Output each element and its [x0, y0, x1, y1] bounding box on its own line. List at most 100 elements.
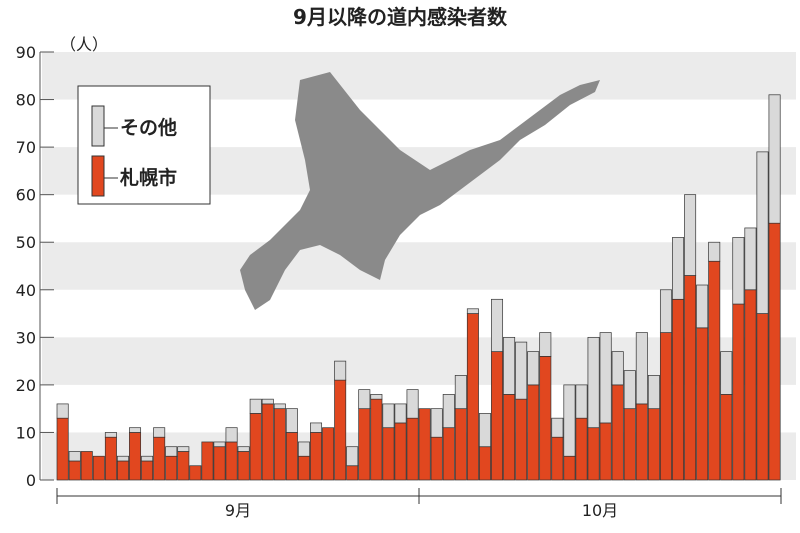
- y-unit: （人）: [60, 35, 108, 54]
- bar-segment: [623, 408, 636, 481]
- bar-segment: [129, 427, 142, 433]
- bar-segment: [466, 308, 479, 314]
- bar-segment: [285, 408, 298, 433]
- bar-segment: [370, 394, 383, 400]
- bar-segment: [696, 327, 709, 481]
- y-tick-label: 0: [26, 471, 36, 490]
- bar-segment: [491, 351, 504, 481]
- bar-segment: [165, 446, 178, 457]
- y-tick-label: 20: [16, 376, 36, 395]
- bar-segment: [346, 446, 359, 467]
- legend-label: 札幌市: [119, 166, 177, 189]
- bar-segment: [104, 432, 117, 438]
- bar-segment: [720, 394, 733, 481]
- bar-segment: [104, 436, 117, 481]
- bar-segment: [756, 313, 769, 481]
- bar-segment: [213, 446, 226, 481]
- bar-segment: [527, 384, 540, 481]
- bar-segment: [261, 398, 274, 405]
- bar-segment: [744, 289, 757, 481]
- bar-segment: [515, 341, 528, 400]
- bar-segment: [177, 451, 190, 481]
- bar-segment: [141, 460, 154, 481]
- bar-segment: [478, 446, 491, 481]
- y-tick-label: 50: [16, 233, 36, 252]
- bar-segment: [732, 237, 745, 305]
- bar-segment: [708, 260, 721, 481]
- bar-segment: [165, 455, 178, 481]
- bar-segment: [406, 417, 419, 481]
- bar-segment: [623, 370, 636, 410]
- y-tick-label: 70: [16, 138, 36, 157]
- bar-segment: [503, 336, 516, 395]
- bar-segment: [394, 422, 407, 481]
- bar-segment: [177, 446, 190, 452]
- bar-segment: [442, 427, 455, 481]
- bar-segment: [454, 408, 467, 481]
- bar-segment: [189, 465, 202, 481]
- bar-segment: [225, 427, 238, 443]
- bar-segment: [539, 332, 552, 357]
- bar-segment: [454, 375, 467, 410]
- bar-segment: [153, 427, 166, 438]
- bar-segment: [225, 441, 238, 481]
- bar-segment: [92, 455, 105, 481]
- bar-segment: [261, 403, 274, 481]
- chart-title: 9月以降の道内感染者数: [293, 5, 508, 29]
- y-tick-label: 80: [16, 91, 36, 110]
- bar-segment: [756, 151, 769, 314]
- grid-band: [42, 242, 796, 290]
- bar-segment: [503, 394, 516, 481]
- y-tick-label: 10: [16, 423, 36, 442]
- y-tick-label: 90: [16, 43, 36, 62]
- bar-segment: [249, 413, 262, 481]
- bar-segment: [430, 408, 443, 438]
- bar-segment: [539, 356, 552, 481]
- x-group-label: 9月: [225, 501, 251, 520]
- bar-segment: [551, 436, 564, 481]
- bar-segment: [599, 332, 612, 424]
- bar-segment: [68, 451, 81, 462]
- y-tick-label: 30: [16, 328, 36, 347]
- bar-segment: [684, 194, 697, 276]
- bar-segment: [732, 303, 745, 481]
- bar-segment: [659, 289, 672, 333]
- bar-segment: [611, 351, 624, 386]
- legend-swatch: [91, 155, 105, 197]
- bar-segment: [370, 398, 383, 481]
- bar-segment: [141, 455, 154, 462]
- bar-segment: [587, 336, 600, 429]
- bar-segment: [563, 384, 576, 457]
- bar-segment: [346, 465, 359, 481]
- bar-segment: [334, 360, 347, 381]
- bar-segment: [599, 422, 612, 481]
- bar-segment: [478, 413, 491, 448]
- bar-segment: [394, 403, 407, 424]
- bar-segment: [563, 455, 576, 481]
- bar-segment: [515, 398, 528, 481]
- bar-segment: [672, 298, 685, 481]
- bar-segment: [587, 427, 600, 481]
- bar-segment: [551, 417, 564, 438]
- bar-segment: [672, 237, 685, 300]
- bar-segment: [744, 227, 757, 291]
- bar-segment: [611, 384, 624, 481]
- bar-segment: [334, 379, 347, 481]
- bar-segment: [358, 389, 371, 410]
- bar-segment: [273, 403, 286, 410]
- bar-segment: [684, 275, 697, 481]
- bar-segment: [720, 351, 733, 395]
- bar-segment: [696, 284, 709, 329]
- bar-segment: [418, 408, 431, 481]
- bar-segment: [310, 432, 323, 481]
- bar-segment: [129, 432, 142, 481]
- bar-segment: [358, 408, 371, 481]
- bar-segment: [575, 417, 588, 481]
- bar-segment: [213, 441, 226, 448]
- legend-swatch: [91, 105, 105, 147]
- bar-segment: [201, 441, 214, 481]
- bar-segment: [297, 455, 310, 481]
- bar-segment: [80, 451, 93, 481]
